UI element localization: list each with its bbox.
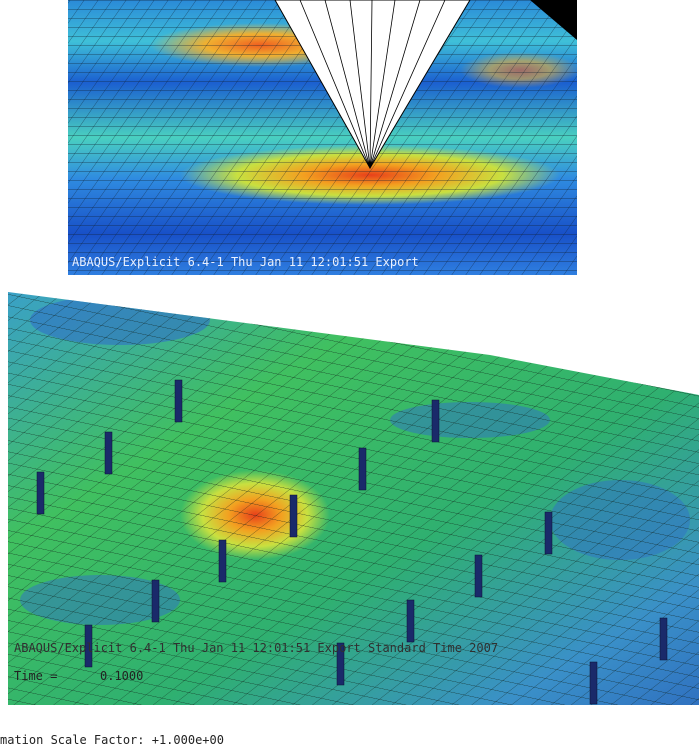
bottom-footer: ABAQUS/Explicit 6.4-1 Thu Jan 11 12:01:5… [14, 641, 498, 655]
bottom-render: ABAQUS/Explicit 6.4-1 Thu Jan 11 12:01:5… [8, 290, 699, 710]
time-value: 0.1000 [100, 669, 143, 683]
top-render: ABAQUS/Explicit 6.4-1 Thu Jan 11 12:01:5… [68, 0, 580, 275]
scale-factor: mation Scale Factor: +1.000e+00 [0, 733, 224, 747]
page: ABAQUS/Explicit 6.4-1 Thu Jan 11 12:01:5… [0, 0, 699, 751]
time-label: Time = [14, 669, 57, 683]
top-footer: ABAQUS/Explicit 6.4-1 Thu Jan 11 12:01:5… [72, 255, 419, 269]
